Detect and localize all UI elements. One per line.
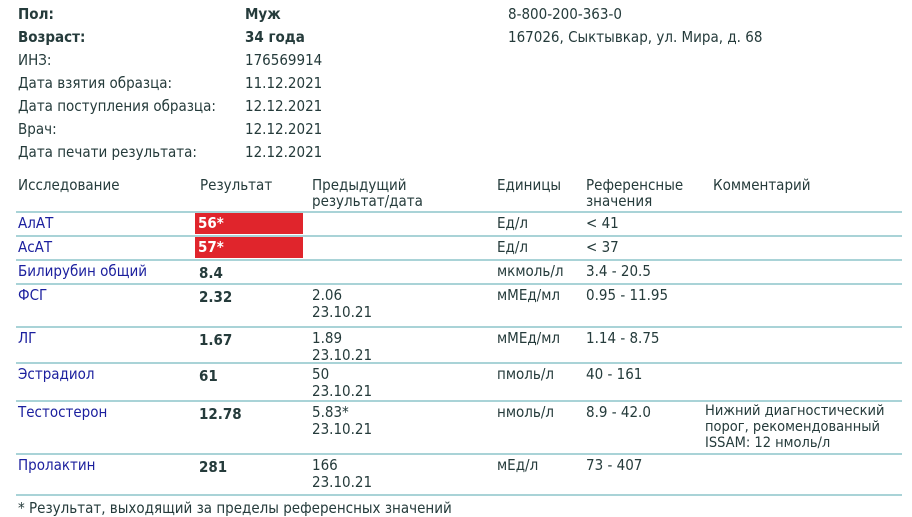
reference-range: 40 - 161 [586, 365, 643, 383]
row-divider [16, 283, 902, 285]
patient-value: 176569914 [245, 51, 323, 69]
header-ref-1: Референсные [586, 176, 684, 194]
row-divider [16, 453, 902, 455]
patient-label: Дата печати результата: [18, 143, 197, 161]
row-divider [16, 494, 902, 496]
header-prev-2: результат/дата [312, 192, 423, 210]
units: Ед/л [497, 238, 529, 256]
prev-date: 23.10.21 [312, 303, 373, 321]
row-divider [16, 400, 902, 402]
patient-label: Врач: [18, 120, 57, 138]
test-name: ЛГ [18, 329, 37, 347]
patient-value: Муж [245, 5, 281, 23]
prev-date: 23.10.21 [312, 346, 373, 364]
patient-label: Дата поступления образца: [18, 97, 216, 115]
patient-label: ИНЗ: [18, 51, 52, 69]
comment-line: ISSAM: 12 нмоль/л [705, 435, 831, 451]
result-value: 8.4 [199, 264, 223, 282]
result-value: 2.32 [199, 288, 233, 306]
header-ref-2: значения [586, 192, 653, 210]
row-divider [16, 326, 902, 328]
footnote: * Результат, выходящий за пределы рефере… [18, 499, 452, 517]
reference-range: 73 - 407 [586, 456, 643, 474]
result-flagged: 56* [195, 213, 303, 234]
patient-label: Возраст: [18, 28, 86, 46]
units: Ед/л [497, 214, 529, 232]
result-flagged: 57* [195, 237, 303, 258]
comment-line: порог, рекомендованный [705, 419, 881, 435]
prev-date: 23.10.21 [312, 382, 373, 400]
test-name: ФСГ [18, 286, 48, 304]
row-divider [16, 259, 902, 261]
reference-range: 8.9 - 42.0 [586, 403, 651, 421]
lab-phone: 8-800-200-363-0 [508, 5, 622, 23]
reference-range: 1.14 - 8.75 [586, 329, 660, 347]
prev-result: 5.83* [312, 403, 349, 421]
units: мЕд/л [497, 456, 539, 474]
reference-range: 3.4 - 20.5 [586, 262, 651, 280]
test-name: Эстрадиол [18, 365, 95, 383]
patient-value: 11.12.2021 [245, 74, 323, 92]
result-value: 281 [199, 458, 228, 476]
units: нмоль/л [497, 403, 555, 421]
result-value: 12.78 [199, 405, 242, 423]
header-test: Исследование [18, 176, 120, 194]
patient-value: 12.12.2021 [245, 120, 323, 138]
comment-line: Нижний диагностический [705, 403, 885, 419]
row-divider [16, 211, 902, 213]
header-comment: Комментарий [713, 176, 811, 194]
reference-range: < 41 [586, 214, 619, 232]
prev-date: 23.10.21 [312, 420, 373, 438]
units: пмоль/л [497, 365, 555, 383]
prev-result: 1.89 [312, 329, 343, 347]
lab-address: 167026, Сыктывкар, ул. Мира, д. 68 [508, 28, 763, 46]
reference-range: 0.95 - 11.95 [586, 286, 669, 304]
header-result: Результат [200, 176, 273, 194]
row-divider [16, 235, 902, 237]
patient-value: 34 года [245, 28, 305, 46]
row-divider [16, 362, 902, 364]
reference-range: < 37 [586, 238, 619, 256]
test-name: Тестостерон [18, 403, 108, 421]
patient-value: 12.12.2021 [245, 97, 323, 115]
test-name: Билирубин общий [18, 262, 147, 280]
result-value: 1.67 [199, 331, 233, 349]
result-value: 61 [199, 367, 218, 385]
patient-label: Дата взятия образца: [18, 74, 173, 92]
prev-date: 23.10.21 [312, 473, 373, 491]
test-name: АсАТ [18, 238, 53, 256]
patient-label: Пол: [18, 5, 54, 23]
units: мМЕд/мл [497, 329, 561, 347]
prev-result: 166 [312, 456, 338, 474]
prev-result: 2.06 [312, 286, 343, 304]
test-name: АлАТ [18, 214, 54, 232]
units: мкмоль/л [497, 262, 564, 280]
header-prev-1: Предыдущий [312, 176, 407, 194]
patient-value: 12.12.2021 [245, 143, 323, 161]
test-name: Пролактин [18, 456, 96, 474]
units: мМЕд/мл [497, 286, 561, 304]
prev-result: 50 [312, 365, 330, 383]
header-units: Единицы [497, 176, 562, 194]
